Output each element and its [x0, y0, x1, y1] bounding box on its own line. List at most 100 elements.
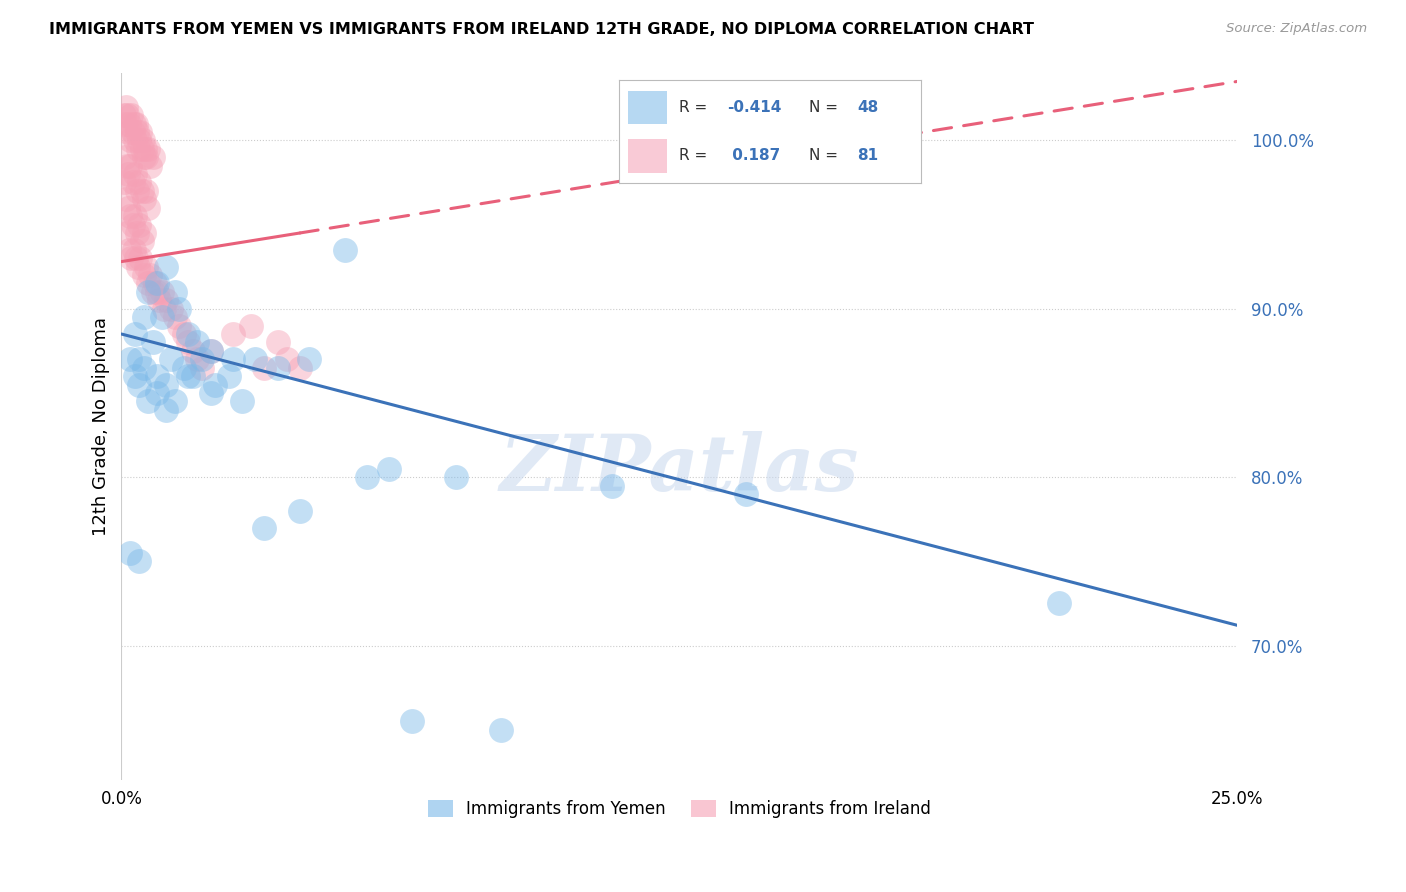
Text: R =: R =: [679, 100, 713, 115]
Point: [163, 310, 186, 325]
Point: [112, 108, 135, 122]
Point: [142, 335, 165, 350]
Point: [146, 386, 169, 401]
Point: [159, 352, 181, 367]
Text: -0.414: -0.414: [727, 100, 782, 115]
Point: [489, 723, 512, 737]
Point: [401, 714, 423, 729]
Point: [121, 218, 143, 232]
Point: [288, 360, 311, 375]
Point: [135, 150, 157, 164]
Point: [136, 201, 159, 215]
Text: Source: ZipAtlas.com: Source: ZipAtlas.com: [1226, 22, 1367, 36]
Point: [602, 478, 624, 492]
Point: [124, 369, 146, 384]
Point: [136, 394, 159, 409]
Point: [177, 369, 200, 384]
Point: [120, 159, 142, 173]
Point: [177, 335, 200, 350]
Point: [124, 167, 146, 181]
Point: [118, 116, 141, 130]
Point: [128, 352, 150, 367]
Point: [253, 360, 276, 375]
Point: [129, 125, 152, 139]
Point: [253, 521, 276, 535]
Point: [267, 335, 290, 350]
Point: [114, 116, 136, 130]
Point: [120, 352, 142, 367]
Point: [136, 142, 159, 156]
Point: [181, 343, 204, 358]
Point: [267, 360, 290, 375]
Point: [120, 209, 142, 223]
Point: [114, 150, 136, 164]
Point: [117, 167, 139, 181]
Point: [155, 377, 177, 392]
Point: [173, 326, 195, 341]
Point: [136, 277, 159, 291]
Point: [132, 133, 155, 147]
Point: [200, 343, 222, 358]
Point: [200, 343, 222, 358]
Point: [128, 218, 150, 232]
Point: [124, 326, 146, 341]
Point: [159, 301, 181, 316]
Point: [139, 268, 162, 282]
Point: [125, 251, 148, 265]
Point: [124, 133, 146, 147]
Point: [134, 142, 156, 156]
Point: [288, 504, 311, 518]
Point: [218, 369, 240, 384]
Point: [117, 201, 139, 215]
Point: [276, 352, 298, 367]
Point: [333, 243, 356, 257]
Text: 81: 81: [858, 148, 879, 163]
Point: [298, 352, 321, 367]
Point: [125, 116, 148, 130]
Point: [131, 235, 153, 249]
Point: [155, 260, 177, 274]
Point: [115, 108, 138, 122]
Point: [146, 277, 169, 291]
FancyBboxPatch shape: [627, 91, 666, 124]
Point: [446, 470, 468, 484]
Text: R =: R =: [679, 148, 713, 163]
Point: [155, 402, 177, 417]
Point: [163, 285, 186, 299]
Text: N =: N =: [808, 148, 844, 163]
Point: [148, 293, 170, 308]
Point: [120, 133, 142, 147]
Point: [222, 326, 245, 341]
Point: [122, 116, 145, 130]
Text: IMMIGRANTS FROM YEMEN VS IMMIGRANTS FROM IRELAND 12TH GRADE, NO DIPLOMA CORRELAT: IMMIGRANTS FROM YEMEN VS IMMIGRANTS FROM…: [49, 22, 1035, 37]
Text: 48: 48: [858, 100, 879, 115]
Y-axis label: 12th Grade, No Diploma: 12th Grade, No Diploma: [93, 318, 110, 536]
Point: [735, 487, 758, 501]
Point: [115, 226, 138, 240]
Point: [169, 318, 191, 333]
Point: [222, 352, 245, 367]
Point: [127, 142, 149, 156]
Point: [142, 150, 165, 164]
Point: [115, 192, 138, 206]
Point: [231, 394, 253, 409]
Point: [128, 554, 150, 568]
Point: [132, 310, 155, 325]
Point: [186, 352, 208, 367]
Point: [191, 352, 214, 367]
Point: [136, 285, 159, 299]
Text: ZIPatlas: ZIPatlas: [499, 431, 859, 508]
Point: [200, 386, 222, 401]
Point: [132, 226, 155, 240]
Text: 0.187: 0.187: [727, 148, 780, 163]
Point: [129, 251, 152, 265]
FancyBboxPatch shape: [627, 139, 666, 173]
Point: [128, 377, 150, 392]
Point: [169, 301, 191, 316]
Point: [173, 360, 195, 375]
Point: [125, 184, 148, 198]
Point: [143, 277, 166, 291]
Point: [120, 251, 142, 265]
Point: [118, 243, 141, 257]
Point: [127, 260, 149, 274]
